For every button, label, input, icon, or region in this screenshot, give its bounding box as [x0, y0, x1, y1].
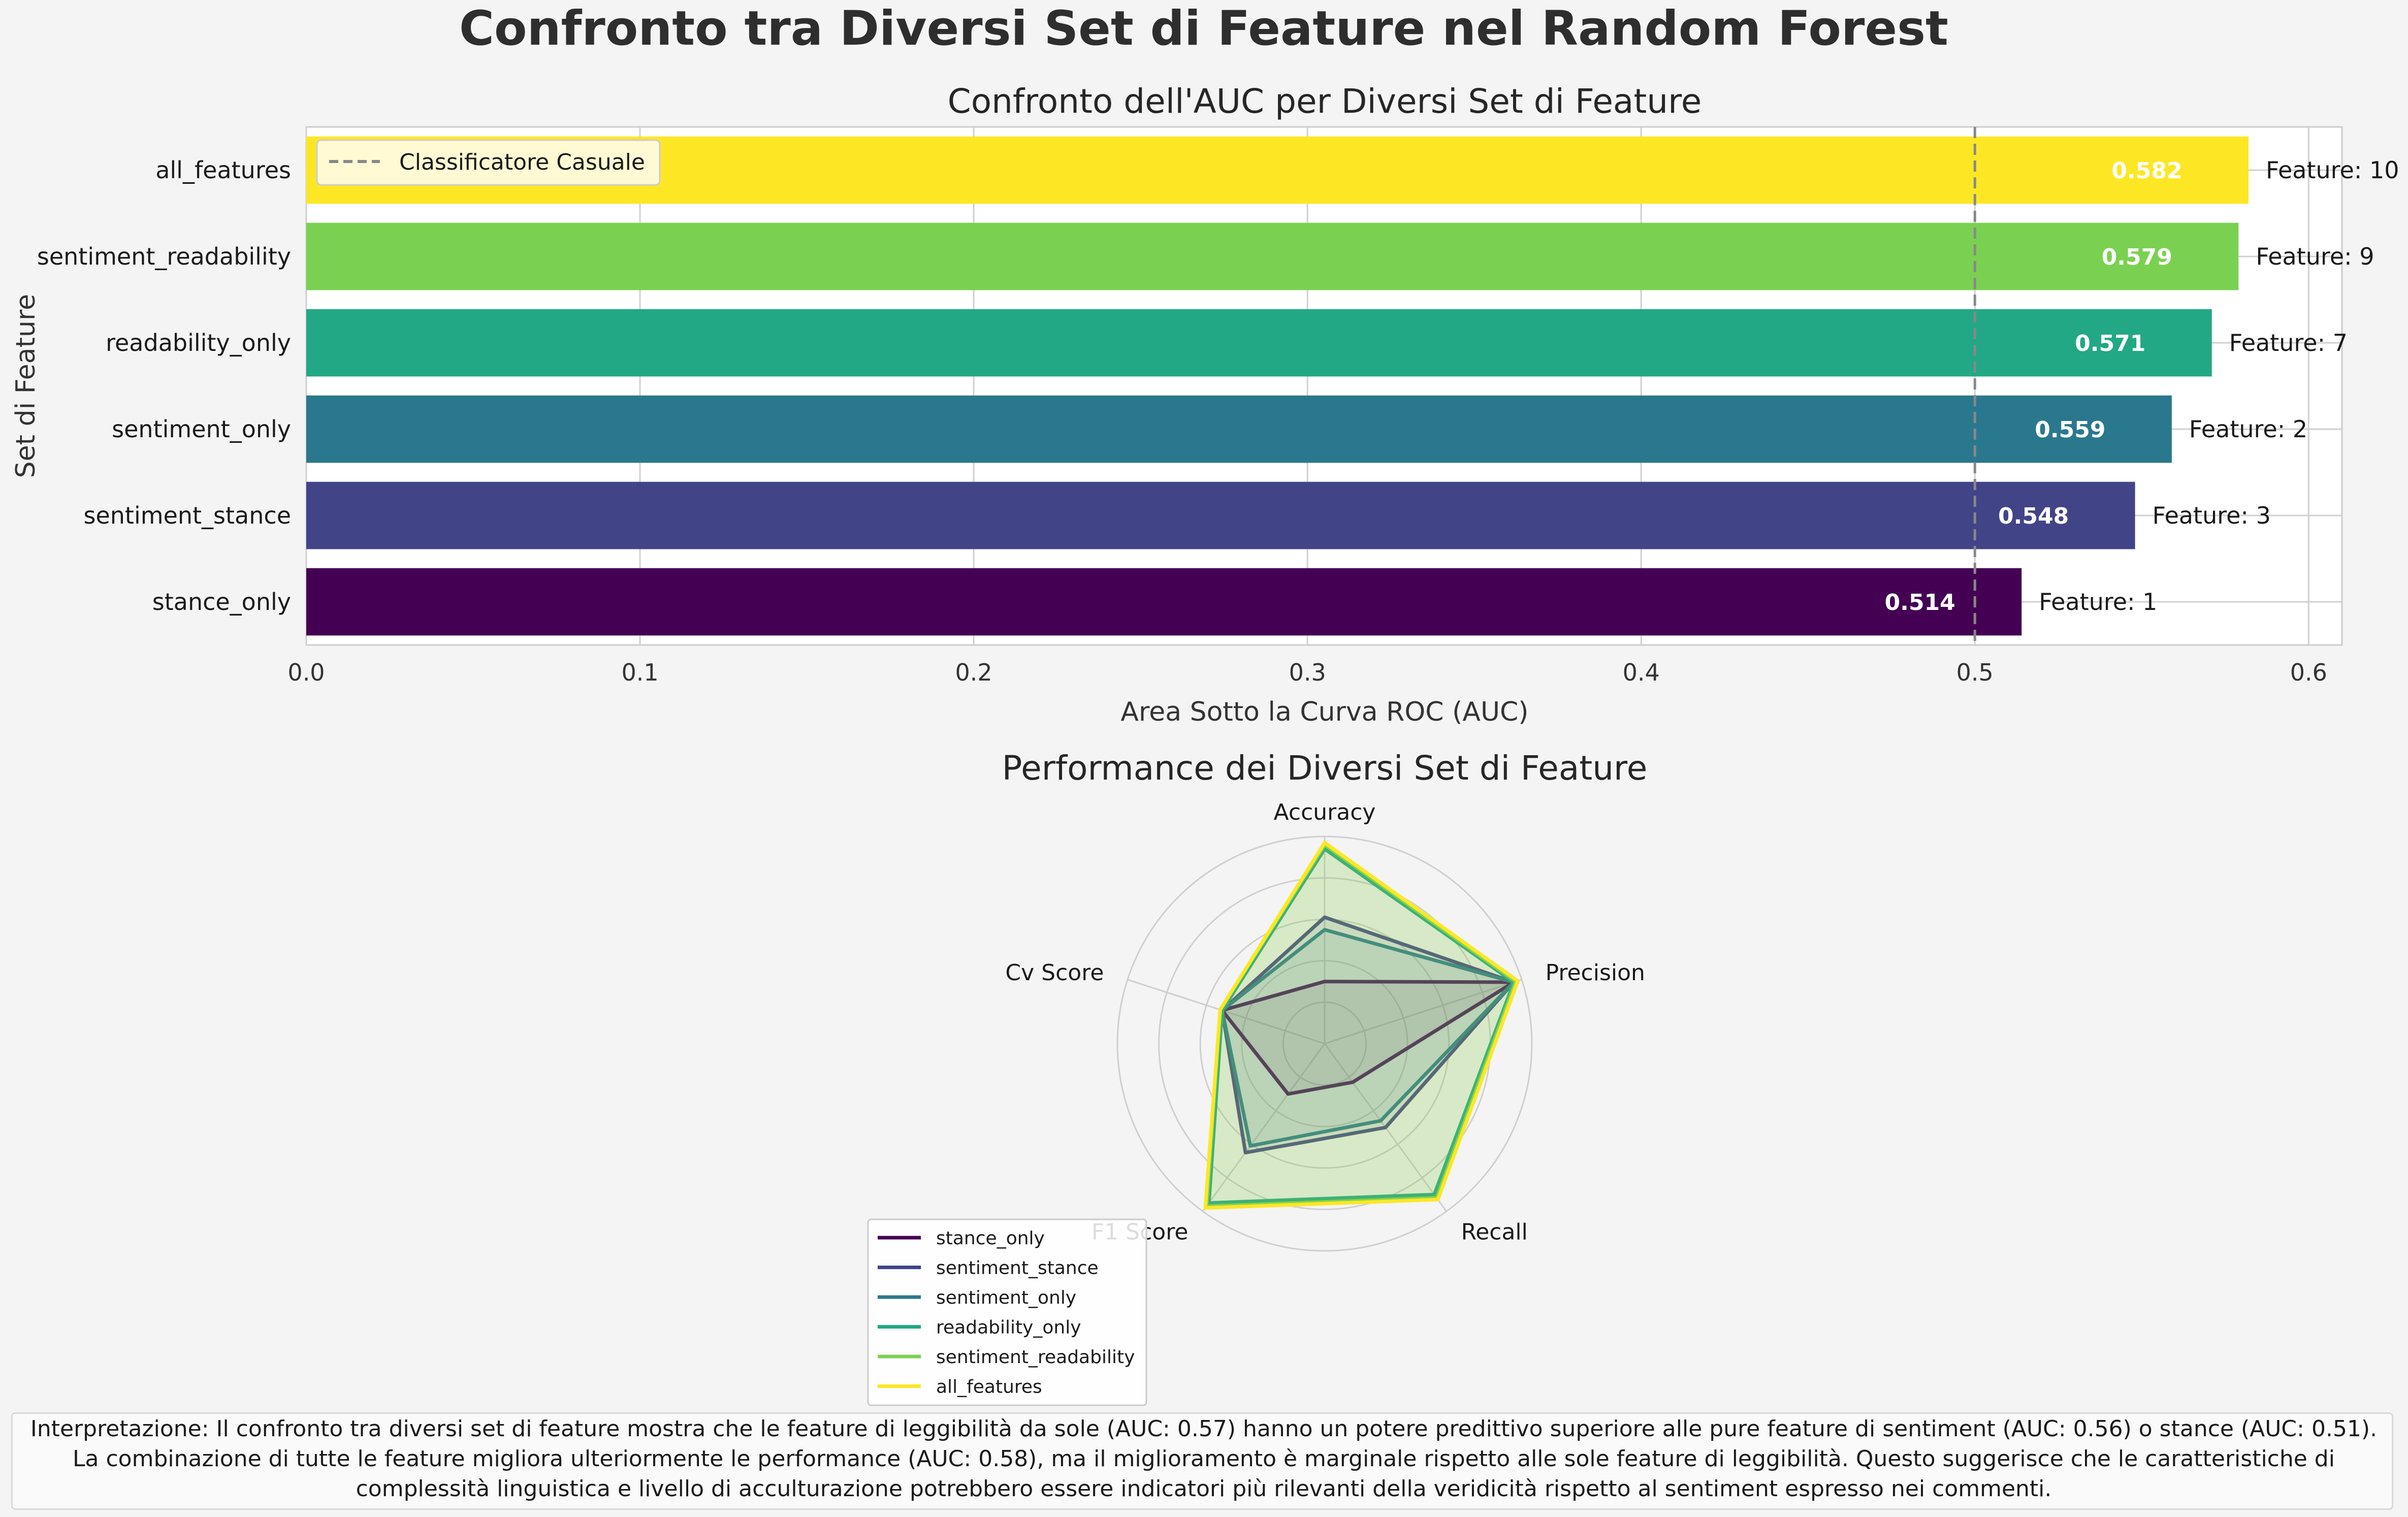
bar-chart-legend: Classificatore Casuale — [316, 139, 661, 186]
bar-value-label: 0.559 — [2035, 417, 2105, 443]
radar-legend-box — [867, 1218, 1147, 1406]
radar-spoke — [1324, 979, 1522, 1045]
bar-y-tick-label: readability_only — [106, 329, 291, 357]
bar-x-tick-label: 0.2 — [955, 659, 992, 686]
radar-series — [1203, 841, 1520, 1210]
radar-series-readability_only — [1207, 847, 1516, 1205]
bar-chart-title: Confronto dell'AUC per Diversi Set di Fe… — [948, 82, 1702, 121]
bar-y-tick-label: sentiment_readability — [37, 243, 291, 270]
bar-x-tick-label: 0.0 — [287, 659, 325, 686]
radar-legend: stance_only sentiment_stance sentiment_onl… — [867, 1218, 1147, 1406]
bar-value-label: 0.579 — [2102, 244, 2172, 270]
bar-feature-count-label: Feature: 9 — [2256, 243, 2374, 270]
bar-x-tick-label: 0.3 — [1289, 659, 1326, 686]
radar-chart: Performance dei Diversi Set di Feature A… — [867, 749, 1648, 1406]
bar-value-label: 0.582 — [2111, 158, 2182, 184]
bar-y-tick-label: stance_only — [152, 588, 291, 616]
bar-chart-labels: 0.514 Feature: 1 0.548 Feature: 3 0.559 Featu… — [1885, 156, 2399, 616]
interpretation-text: Interpretazione: Il confronto tra divers… — [30, 1416, 2378, 1502]
bar-x-tick-label: 0.1 — [621, 659, 658, 686]
radar-axis-label: Precision — [1546, 960, 1645, 986]
radar-spoke — [1202, 1043, 1326, 1212]
radar-axis-label: Accuracy — [1274, 799, 1376, 825]
bar-chart: Confronto dell'AUC per Diversi Set di Fe… — [11, 82, 2399, 727]
radar-series-stance_only — [1220, 980, 1516, 1096]
bar-value-label: 0.514 — [1885, 590, 1955, 616]
radar-series-all_features — [1203, 841, 1520, 1210]
bar-chart-y-ticks: stance_only sentiment_stance sentiment_onl… — [37, 156, 291, 616]
bar-readability_only — [306, 309, 2212, 377]
interpretation-box — [11, 1412, 2393, 1510]
radar-chart-title: Performance dei Diversi Set di Feature — [1002, 749, 1648, 788]
bar-legend-box — [316, 139, 661, 186]
radar-series-sentiment_only — [1220, 928, 1516, 1148]
bar-y-tick-label: all_features — [155, 156, 291, 184]
bar-legend-label: Classificatore Casuale — [399, 149, 645, 175]
figure-suptitle: Confronto tra Diversi Set di Feature nel… — [459, 1, 1948, 56]
radar-legend-label: stance_only — [936, 1228, 1045, 1249]
bar-feature-count-label: Feature: 1 — [2039, 588, 2157, 616]
bar-chart-xlabel: Area Sotto la Curva ROC (AUC) — [1120, 697, 1528, 727]
bar-feature-count-label: Feature: 10 — [2266, 156, 2399, 184]
radar-legend-label: sentiment_stance — [936, 1258, 1099, 1279]
bar-value-label: 0.571 — [2075, 331, 2145, 357]
bar-y-tick-label: sentiment_only — [112, 415, 291, 443]
radar-legend-label: readability_only — [936, 1317, 1081, 1338]
radar-axis-label: Cv Score — [1005, 960, 1104, 986]
bar-chart-plot-area — [305, 126, 2343, 646]
bar-value-label: 0.548 — [1998, 503, 2069, 529]
bar-stance_only — [306, 568, 2022, 636]
radar-legend-label: sentiment_only — [936, 1287, 1076, 1308]
radar-legend-label: all_features — [936, 1377, 1042, 1398]
bar-x-tick-label: 0.4 — [1623, 659, 1660, 686]
radar-axis-label: Recall — [1461, 1219, 1528, 1245]
radar-legend-label: sentiment_readability — [936, 1347, 1135, 1368]
bar-sentiment_stance — [306, 481, 2135, 550]
bar-x-tick-label: 0.5 — [1956, 659, 1994, 686]
radar-spoke — [1127, 979, 1325, 1045]
bar-chart-ylabel: Set di Feature — [11, 294, 41, 478]
bar-feature-count-label: Feature: 7 — [2229, 329, 2348, 357]
bar-x-tick-label: 0.6 — [2290, 659, 2327, 686]
bar-sentiment_readability — [306, 222, 2239, 291]
bar-feature-count-label: Feature: 2 — [2189, 415, 2307, 443]
bar-feature-count-label: Feature: 3 — [2153, 502, 2271, 529]
bar-sentiment_only — [306, 395, 2172, 463]
bar-y-tick-label: sentiment_stance — [84, 502, 291, 529]
bar-chart-bars — [306, 136, 2249, 636]
bar-chart-x-ticks: 0.0 0.1 0.2 0.3 0.4 0.5 0.6 — [287, 659, 2327, 686]
